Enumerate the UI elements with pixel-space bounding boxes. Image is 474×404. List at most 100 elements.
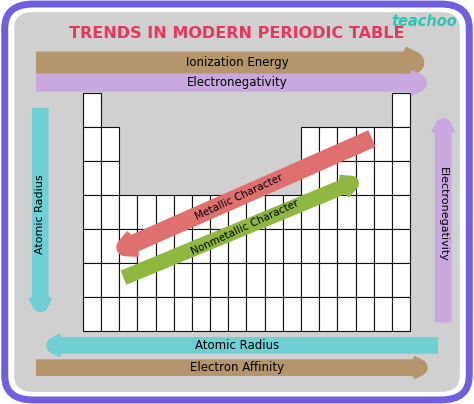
FancyBboxPatch shape <box>246 263 264 297</box>
Text: Electronegativity: Electronegativity <box>187 76 287 89</box>
FancyBboxPatch shape <box>374 127 392 161</box>
Text: Atomic Radius: Atomic Radius <box>195 339 279 352</box>
Text: Electronegativity: Electronegativity <box>438 167 448 261</box>
FancyBboxPatch shape <box>337 195 356 229</box>
FancyBboxPatch shape <box>301 195 319 229</box>
FancyBboxPatch shape <box>14 12 460 392</box>
Text: Atomic Radius: Atomic Radius <box>35 174 46 254</box>
FancyBboxPatch shape <box>356 127 374 161</box>
FancyBboxPatch shape <box>374 263 392 297</box>
FancyBboxPatch shape <box>101 127 119 161</box>
FancyBboxPatch shape <box>83 93 101 127</box>
FancyBboxPatch shape <box>319 229 337 263</box>
FancyBboxPatch shape <box>264 229 283 263</box>
FancyBboxPatch shape <box>228 229 246 263</box>
FancyBboxPatch shape <box>192 297 210 331</box>
FancyBboxPatch shape <box>374 161 392 195</box>
FancyBboxPatch shape <box>392 93 410 127</box>
Text: Nonmetallic Character: Nonmetallic Character <box>190 198 301 257</box>
FancyBboxPatch shape <box>264 297 283 331</box>
FancyBboxPatch shape <box>301 127 319 161</box>
FancyBboxPatch shape <box>192 229 210 263</box>
FancyBboxPatch shape <box>119 229 137 263</box>
FancyBboxPatch shape <box>337 127 356 161</box>
FancyBboxPatch shape <box>264 195 283 229</box>
FancyBboxPatch shape <box>137 229 155 263</box>
FancyBboxPatch shape <box>264 263 283 297</box>
FancyBboxPatch shape <box>301 263 319 297</box>
FancyBboxPatch shape <box>374 195 392 229</box>
FancyBboxPatch shape <box>228 263 246 297</box>
Text: TRENDS IN MODERN PERIODIC TABLE: TRENDS IN MODERN PERIODIC TABLE <box>69 26 405 41</box>
Text: teachoo: teachoo <box>392 14 457 29</box>
FancyBboxPatch shape <box>155 229 174 263</box>
FancyBboxPatch shape <box>155 297 174 331</box>
FancyBboxPatch shape <box>356 263 374 297</box>
FancyBboxPatch shape <box>283 195 301 229</box>
FancyBboxPatch shape <box>283 263 301 297</box>
FancyBboxPatch shape <box>192 195 210 229</box>
FancyBboxPatch shape <box>337 297 356 331</box>
FancyBboxPatch shape <box>101 297 119 331</box>
FancyBboxPatch shape <box>83 263 101 297</box>
FancyBboxPatch shape <box>246 297 264 331</box>
FancyBboxPatch shape <box>283 229 301 263</box>
FancyBboxPatch shape <box>83 229 101 263</box>
FancyBboxPatch shape <box>137 297 155 331</box>
FancyBboxPatch shape <box>319 161 337 195</box>
FancyBboxPatch shape <box>319 127 337 161</box>
FancyBboxPatch shape <box>356 297 374 331</box>
FancyBboxPatch shape <box>392 195 410 229</box>
Text: Metallic Character: Metallic Character <box>194 172 285 222</box>
FancyBboxPatch shape <box>356 161 374 195</box>
FancyBboxPatch shape <box>83 195 101 229</box>
FancyBboxPatch shape <box>155 263 174 297</box>
FancyBboxPatch shape <box>137 263 155 297</box>
Text: Ionization Energy: Ionization Energy <box>186 56 288 69</box>
FancyBboxPatch shape <box>119 263 137 297</box>
FancyBboxPatch shape <box>101 229 119 263</box>
FancyBboxPatch shape <box>356 229 374 263</box>
FancyBboxPatch shape <box>319 297 337 331</box>
FancyBboxPatch shape <box>119 297 137 331</box>
FancyBboxPatch shape <box>246 229 264 263</box>
FancyBboxPatch shape <box>210 297 228 331</box>
FancyBboxPatch shape <box>337 161 356 195</box>
FancyBboxPatch shape <box>356 195 374 229</box>
FancyBboxPatch shape <box>392 127 410 161</box>
FancyBboxPatch shape <box>83 127 101 161</box>
FancyBboxPatch shape <box>337 263 356 297</box>
FancyBboxPatch shape <box>319 263 337 297</box>
FancyBboxPatch shape <box>301 229 319 263</box>
FancyBboxPatch shape <box>101 161 119 195</box>
FancyBboxPatch shape <box>174 297 192 331</box>
FancyBboxPatch shape <box>137 195 155 229</box>
FancyBboxPatch shape <box>337 229 356 263</box>
FancyBboxPatch shape <box>174 195 192 229</box>
FancyBboxPatch shape <box>155 195 174 229</box>
FancyBboxPatch shape <box>228 297 246 331</box>
FancyBboxPatch shape <box>83 161 101 195</box>
FancyBboxPatch shape <box>174 263 192 297</box>
FancyBboxPatch shape <box>392 263 410 297</box>
FancyBboxPatch shape <box>246 195 264 229</box>
FancyBboxPatch shape <box>101 195 119 229</box>
FancyBboxPatch shape <box>210 229 228 263</box>
FancyBboxPatch shape <box>210 263 228 297</box>
FancyBboxPatch shape <box>392 161 410 195</box>
FancyBboxPatch shape <box>301 297 319 331</box>
FancyBboxPatch shape <box>101 263 119 297</box>
FancyBboxPatch shape <box>5 4 469 400</box>
FancyBboxPatch shape <box>119 195 137 229</box>
FancyBboxPatch shape <box>392 229 410 263</box>
FancyBboxPatch shape <box>83 297 101 331</box>
FancyBboxPatch shape <box>192 263 210 297</box>
FancyBboxPatch shape <box>392 297 410 331</box>
FancyBboxPatch shape <box>374 297 392 331</box>
FancyBboxPatch shape <box>283 297 301 331</box>
FancyBboxPatch shape <box>210 195 228 229</box>
FancyBboxPatch shape <box>374 229 392 263</box>
FancyBboxPatch shape <box>319 195 337 229</box>
FancyBboxPatch shape <box>228 195 246 229</box>
FancyBboxPatch shape <box>301 161 319 195</box>
